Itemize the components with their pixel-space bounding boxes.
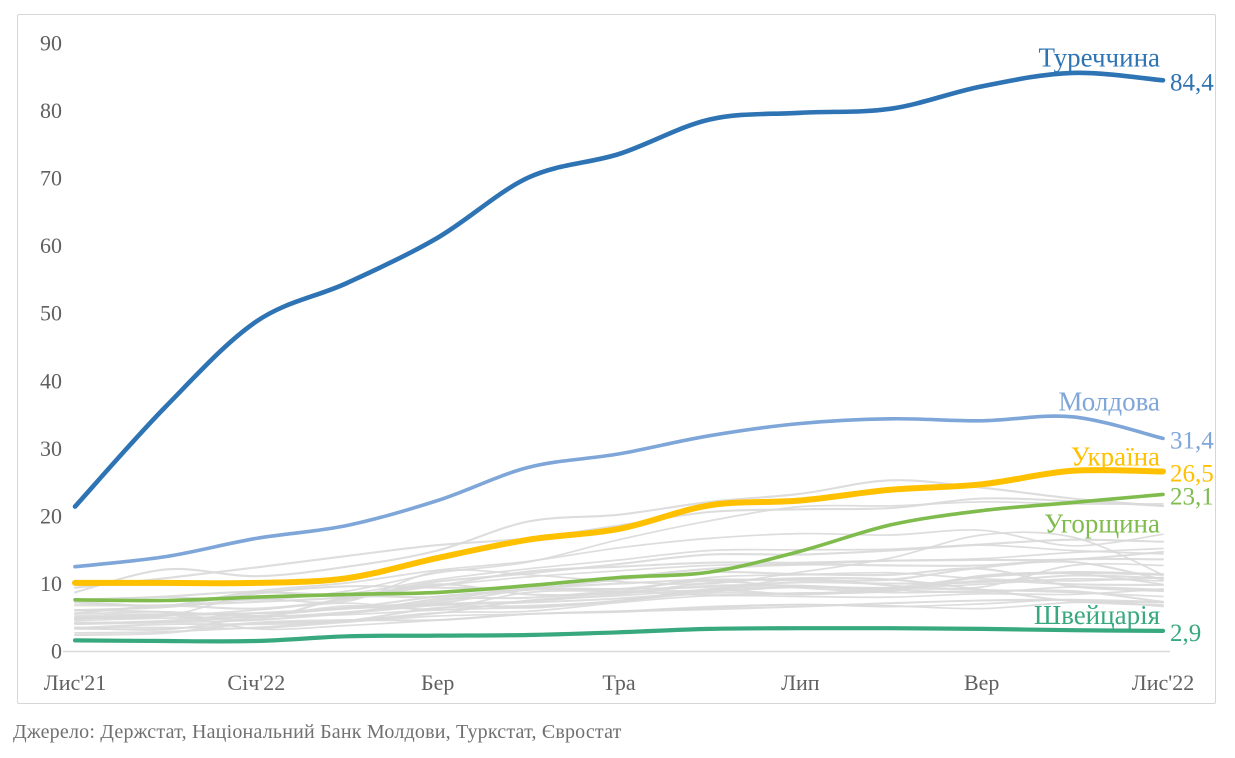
series-label-turkey: Туреччина [1039,42,1161,72]
background-series-line [73,497,1165,589]
series-label-ukraine: Україна [1071,441,1160,471]
series-line-hungary [73,492,1165,603]
series-value-turkey: 84,4 [1170,69,1214,96]
source-note: Джерело: Держстат, Національний Банк Мол… [13,721,622,743]
series-line-ukraine [72,467,1166,587]
series-line-turkey [72,70,1166,509]
x-tick-label: Січ'22 [227,670,285,695]
background-series-line [73,560,1165,608]
y-tick-label: 30 [40,436,62,461]
series-label-switzerland: Швейцарія [1034,600,1160,630]
x-tick-label: Лис'22 [1132,670,1194,695]
series-value-moldova: 31,4 [1170,427,1214,454]
x-tick-label: Лис'21 [44,670,106,695]
x-tick-label: Лип [781,670,820,695]
background-series-line [73,579,1165,630]
x-tick-label: Тра [602,670,636,695]
background-series-line [74,571,1164,619]
background-series-line [73,598,1165,637]
y-tick-label: 50 [40,301,62,326]
series-line-switzerland [72,626,1166,644]
y-tick-label: 0 [51,639,62,664]
series-value-hungary: 23,1 [1170,483,1214,510]
x-tick-label: Бер [421,670,454,695]
y-tick-label: 40 [40,368,62,393]
background-series-line [74,531,1164,612]
y-tick-label: 10 [40,571,62,596]
series-line-moldova [73,414,1165,569]
x-tick-label: Вер [964,670,999,695]
y-tick-label: 90 [40,31,62,56]
y-tick-label: 20 [40,503,62,528]
series-value-switzerland: 2,9 [1170,620,1201,647]
y-tick-label: 60 [40,233,62,258]
series-label-hungary: Угорщина [1044,508,1160,538]
y-tick-label: 70 [40,166,62,191]
background-series-line [73,550,1165,607]
series-label-moldova: Молдова [1058,386,1160,416]
series-value-ukraine: 26,5 [1170,460,1214,487]
background-series-line [73,579,1165,622]
y-tick-label: 80 [40,98,62,123]
background-series-line [73,479,1165,594]
